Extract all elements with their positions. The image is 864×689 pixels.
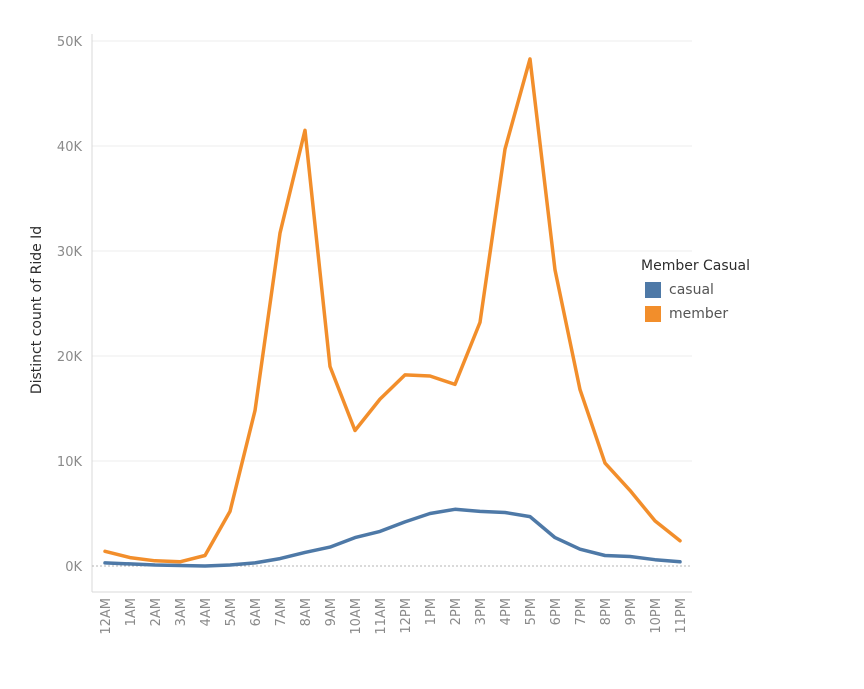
x-tick-label: 3AM [174,598,189,626]
data-point-casual[interactable] [554,536,557,539]
data-point-casual[interactable] [354,536,357,539]
legend-item-member[interactable]: member [641,302,750,326]
data-point-casual[interactable] [204,565,207,568]
data-point-member[interactable] [629,489,632,492]
legend-label-member: member [669,306,729,322]
x-tick-label: 4AM [199,598,214,626]
x-tick-label: 9PM [624,598,639,625]
data-point-member[interactable] [204,554,207,557]
x-tick-label: 7AM [274,598,289,626]
data-point-casual[interactable] [479,510,482,513]
data-point-casual[interactable] [329,546,332,549]
x-tick-label: 2PM [449,598,464,625]
x-tick-label: 7PM [574,598,589,625]
data-point-casual[interactable] [504,511,507,514]
data-point-member[interactable] [229,510,232,513]
data-point-casual[interactable] [579,548,582,551]
data-point-casual[interactable] [129,562,132,565]
legend-swatch-member [645,306,661,322]
x-tick-label: 11AM [374,598,389,635]
x-tick-label: 8AM [299,598,314,626]
data-point-casual[interactable] [454,508,457,511]
y-tick-labels: 0K 10K 20K 30K 40K 50K [57,35,83,575]
data-point-member[interactable] [279,232,282,235]
data-point-member[interactable] [104,550,107,553]
data-point-member[interactable] [604,462,607,465]
data-point-member[interactable] [654,519,657,522]
data-point-member[interactable] [154,559,157,562]
y-tick-label: 40K [57,140,83,155]
y-tick-label: 20K [57,350,83,365]
data-point-casual[interactable] [104,561,107,564]
x-tick-label: 1AM [124,598,139,626]
data-point-casual[interactable] [404,520,407,523]
y-tick-label: 50K [57,35,83,50]
data-point-member[interactable] [554,268,557,271]
data-point-member[interactable] [504,148,507,151]
data-point-member[interactable] [679,539,682,542]
x-tick-label: 4PM [499,598,514,625]
x-tick-label: 12PM [399,598,414,634]
data-point-member[interactable] [429,375,432,378]
legend-item-casual[interactable]: casual [641,278,750,302]
data-point-casual[interactable] [529,515,532,518]
series-line-member[interactable] [103,57,682,564]
legend-swatch-casual [645,282,661,298]
data-point-casual[interactable] [679,560,682,563]
x-tick-labels: 12AM 1AM 2AM 3AM 4AM 5AM 6AM 7AM 8AM 9AM 10AM 11AM 1… [99,598,689,635]
x-tick-label: 12AM [99,598,114,635]
legend-label-casual: casual [669,282,714,298]
data-point-member[interactable] [579,388,582,391]
y-axis-title: Distinct count of Ride Id [29,226,45,394]
data-point-member[interactable] [404,373,407,376]
data-point-casual[interactable] [229,564,232,567]
data-point-member[interactable] [379,398,382,401]
y-tick-label: 0K [65,560,82,575]
data-point-member[interactable] [329,365,332,368]
data-point-casual[interactable] [629,555,632,558]
series-layer [103,57,682,568]
data-point-member[interactable] [529,57,532,60]
data-point-member[interactable] [479,321,482,324]
data-point-casual[interactable] [279,557,282,560]
data-point-casual[interactable] [254,561,257,564]
legend-title: Member Casual [641,258,751,274]
y-tick-label: 30K [57,245,83,260]
x-tick-label: 3PM [474,598,489,625]
data-point-member[interactable] [179,560,182,563]
data-point-casual[interactable] [154,564,157,567]
x-tick-label: 8PM [599,598,614,625]
series-line-casual[interactable] [103,507,682,568]
data-point-member[interactable] [354,429,357,432]
legend: Member Casual casual member [641,258,750,326]
data-point-casual[interactable] [429,512,432,515]
data-point-member[interactable] [304,129,307,132]
x-tick-label: 11PM [674,598,689,634]
x-tick-label: 10AM [349,598,364,635]
x-tick-label: 2AM [149,598,164,626]
x-tick-label: 5PM [524,598,539,625]
y-tick-label: 10K [57,455,83,470]
data-point-casual[interactable] [604,554,607,557]
x-tick-label: 9AM [324,598,339,626]
x-tick-label: 10PM [649,598,664,634]
x-tick-label: 1PM [424,598,439,625]
data-point-casual[interactable] [379,530,382,533]
x-tick-label: 5AM [224,598,239,626]
x-tick-label: 6PM [549,598,564,625]
data-point-casual[interactable] [654,558,657,561]
data-point-member[interactable] [254,409,257,412]
data-point-casual[interactable] [179,564,182,567]
data-point-member[interactable] [129,556,132,559]
data-point-member[interactable] [454,383,457,386]
x-tick-label: 6AM [249,598,264,626]
gridlines [92,40,692,462]
data-point-casual[interactable] [304,551,307,554]
